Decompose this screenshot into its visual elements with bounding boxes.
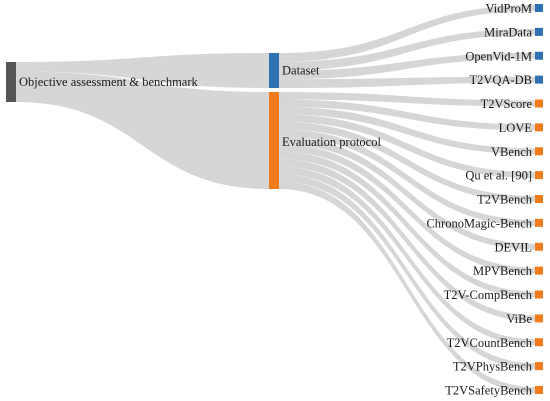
- label-t2vqa-db: T2VQA-DB: [470, 73, 533, 87]
- node-t2vsafetybench: [535, 386, 543, 394]
- label-dataset: Dataset: [282, 64, 320, 78]
- label-t2vbench: T2VBench: [477, 193, 533, 207]
- label-vbench: VBench: [491, 145, 533, 159]
- node-vidprom: [535, 4, 543, 12]
- sankey-nodes: [6, 4, 543, 394]
- sankey-labels: VidProM MiraData OpenVid-1M T2VQA-DB T2VScor…: [19, 2, 533, 398]
- label-t2vsafetybench: T2VSafetyBench: [445, 384, 533, 398]
- link-evaluation-to-mpvbench: [279, 144, 535, 274]
- link-evaluation-to-t2vbench: [279, 121, 535, 202]
- label-chronomagic-bench: ChronoMagic-Bench: [426, 216, 532, 230]
- link-root-to-dataset: [16, 53, 269, 88]
- link-root-to-evaluation: [16, 71, 269, 189]
- node-t2vscore: [535, 99, 543, 108]
- node-love: [535, 123, 543, 132]
- node-vibe: [535, 314, 543, 323]
- link-evaluation-to-love: [279, 99, 535, 131]
- link-evaluation-to-t2v-compbench: [279, 151, 535, 298]
- link-evaluation-to-qu-et-al-90: [279, 114, 535, 179]
- node-evaluation: [269, 92, 279, 189]
- link-evaluation-to-t2vphysbench: [279, 174, 535, 370]
- link-evaluation-to-vbench: [279, 106, 535, 155]
- link-evaluation-to-chronomagic-bench: [279, 129, 535, 226]
- node-qu-et-al-90: [535, 171, 543, 180]
- node-vbench: [535, 147, 543, 156]
- link-evaluation-to-vibe: [279, 159, 535, 322]
- label-t2vphysbench: T2VPhysBench: [453, 360, 533, 374]
- label-objective-assessment-benchmark: Objective assessment & benchmark: [19, 75, 199, 89]
- node-mpvbench: [535, 266, 543, 275]
- label-t2vscore: T2VScore: [481, 97, 533, 111]
- node-miradata: [535, 27, 543, 36]
- link-dataset-to-miradata: [279, 28, 535, 71]
- label-vibe: ViBe: [506, 312, 532, 326]
- node-t2vphysbench: [535, 362, 543, 371]
- node-t2vcountbench: [535, 338, 543, 347]
- link-evaluation-to-devil: [279, 136, 535, 250]
- label-mpvbench: MPVBench: [473, 264, 533, 278]
- label-qu-et-al-90: Qu et al. [90]: [465, 169, 532, 183]
- link-evaluation-to-t2vcountbench: [279, 166, 535, 346]
- label-miradata: MiraData: [484, 25, 532, 39]
- label-love: LOVE: [499, 121, 533, 135]
- node-t2v-compbench: [535, 290, 543, 299]
- link-dataset-to-openvid-1m: [279, 52, 535, 80]
- node-openvid-1m: [535, 51, 543, 60]
- node-dataset: [269, 53, 279, 88]
- link-dataset-to-t2vqa-db: [279, 76, 535, 88]
- label-evaluation: Evaluation protocol: [282, 135, 381, 149]
- label-t2vcountbench: T2VCountBench: [447, 336, 533, 350]
- label-vidprom: VidProM: [486, 2, 532, 16]
- node-devil: [535, 242, 543, 251]
- label-t2v-compbench: T2V-CompBench: [444, 288, 533, 302]
- node-objective-assessment-benchmark: [6, 62, 16, 102]
- label-openvid-1m: OpenVid-1M: [465, 49, 532, 63]
- node-t2vqa-db: [535, 75, 543, 84]
- node-t2vbench: [535, 195, 543, 203]
- link-evaluation-to-t2vsafetybench: [279, 181, 535, 393]
- node-chronomagic-bench: [535, 218, 543, 227]
- sankey-links: [16, 5, 535, 393]
- link-evaluation-to-t2vscore: [279, 92, 535, 107]
- link-dataset-to-vidprom: [279, 5, 535, 62]
- label-devil: DEVIL: [495, 240, 533, 254]
